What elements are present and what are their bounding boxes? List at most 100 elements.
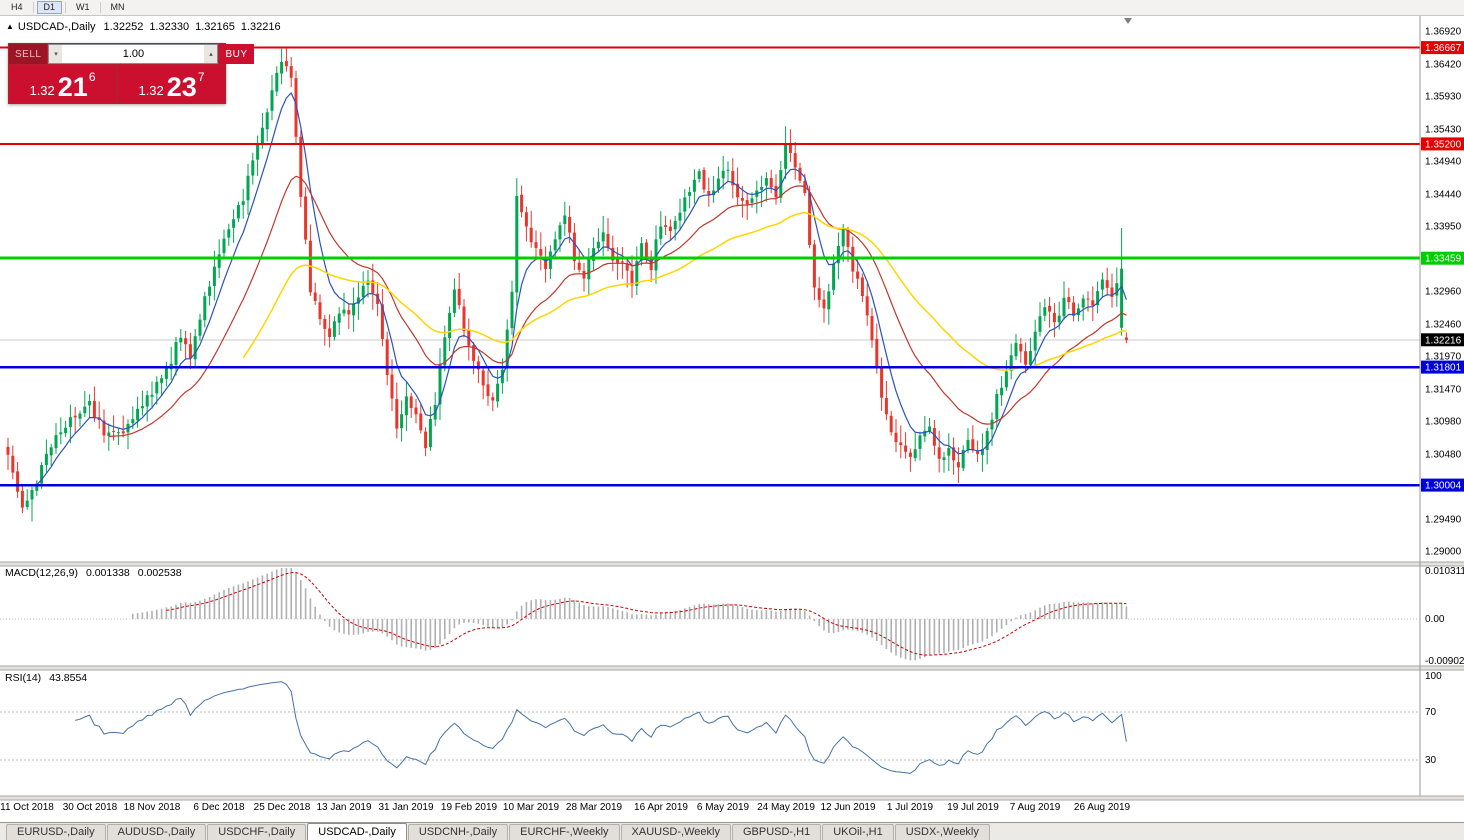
rsi-label: RSI(14) xyxy=(5,672,42,684)
sell-button[interactable]: SELL xyxy=(9,44,48,64)
ma-slow-line[interactable] xyxy=(242,211,1127,371)
svg-text:0.010311: 0.010311 xyxy=(1425,566,1464,577)
price-tag: 1.33459 xyxy=(1421,251,1464,265)
tab-eurchf-weekly[interactable]: EURCHF-,Weekly xyxy=(509,824,620,840)
price-scale-labels[interactable]: 1.36920 1.36420 1.35930 1.35430 1.34940 1.344… xyxy=(1425,27,1464,767)
svg-text:70: 70 xyxy=(1425,707,1437,718)
svg-text:1.34440: 1.34440 xyxy=(1425,189,1462,200)
tab-gbpusd-h1[interactable]: GBPUSD-,H1 xyxy=(731,824,822,840)
svg-text:30: 30 xyxy=(1425,755,1437,766)
svg-text:1.36667: 1.36667 xyxy=(1425,43,1462,54)
macd-main-value: 0.001338 xyxy=(85,567,130,579)
lot-size-input[interactable] xyxy=(62,45,205,63)
svg-text:1.32216: 1.32216 xyxy=(1425,335,1462,346)
svg-text:1.30980: 1.30980 xyxy=(1425,417,1462,428)
ohlc-low: 1.32165 xyxy=(195,21,235,33)
chart-ohlc-header: ▲ USDCAD-,Daily 1.32252 1.32330 1.32165 1.322… xyxy=(6,21,287,33)
tab-label: USDX-,Weekly xyxy=(905,826,979,838)
tab-label: USDCNH-,Daily xyxy=(418,826,498,838)
svg-text:7 Aug 2019: 7 Aug 2019 xyxy=(1010,802,1061,813)
tab-label: EURUSD-,Daily xyxy=(17,826,95,838)
tab-usdcnh-daily[interactable]: USDCNH-,Daily xyxy=(407,824,509,840)
sell-price-sup: 6 xyxy=(88,70,96,84)
svg-text:19 Jul 2019: 19 Jul 2019 xyxy=(947,802,999,813)
svg-text:25 Dec 2018: 25 Dec 2018 xyxy=(254,802,311,813)
top-toolbar: H4 D1 W1 MN xyxy=(0,0,1464,16)
chart-canvas[interactable]: 1.36920 1.36420 1.35930 1.35430 1.34940 1.344… xyxy=(0,16,1464,822)
panel-separator[interactable] xyxy=(0,666,1464,670)
svg-text:1.35930: 1.35930 xyxy=(1425,92,1462,103)
svg-text:1.29490: 1.29490 xyxy=(1425,514,1462,525)
toolbar-separator xyxy=(99,2,101,13)
collapse-trade-panel-icon[interactable]: ▲ xyxy=(6,22,14,31)
svg-text:1.32460: 1.32460 xyxy=(1425,319,1462,330)
buy-price-big: 1.32 xyxy=(138,83,164,98)
svg-text:11 Oct 2018: 11 Oct 2018 xyxy=(0,802,54,813)
rsi-panel-title: RSI(14) 43.8554 xyxy=(5,672,87,684)
svg-text:1.33459: 1.33459 xyxy=(1425,254,1462,265)
svg-text:100: 100 xyxy=(1425,671,1442,682)
rsi-value: 43.8554 xyxy=(49,672,88,684)
svg-text:-0.0090203: -0.0090203 xyxy=(1425,656,1464,667)
macd-panel-title: MACD(12,26,9) 0.001338 0.002538 xyxy=(5,567,182,579)
tab-usdx-weekly[interactable]: USDX-,Weekly xyxy=(894,824,990,840)
buy-price-display[interactable]: 1.32 23 7 xyxy=(118,65,225,103)
timeframe-w1-button[interactable]: W1 xyxy=(69,1,97,14)
svg-text:30 Oct 2018: 30 Oct 2018 xyxy=(63,802,118,813)
tab-ukoil-h1[interactable]: UKOil-,H1 xyxy=(822,824,894,840)
svg-text:16 Apr 2019: 16 Apr 2019 xyxy=(634,802,688,813)
svg-text:6 Dec 2018: 6 Dec 2018 xyxy=(193,802,245,813)
macd-histogram xyxy=(132,568,1128,661)
buy-price-pips: 23 xyxy=(166,72,197,102)
lot-size-field: ▾ ▴ xyxy=(48,44,219,64)
timeframe-h4-button[interactable]: H4 xyxy=(4,1,30,14)
svg-text:1.29000: 1.29000 xyxy=(1425,547,1462,558)
ma-fast-line[interactable] xyxy=(36,92,1127,486)
buy-price-sup: 7 xyxy=(197,70,205,84)
svg-text:19 Feb 2019: 19 Feb 2019 xyxy=(441,802,498,813)
price-tag: 1.31801 xyxy=(1421,360,1464,374)
svg-text:0.00: 0.00 xyxy=(1425,614,1445,625)
macd-signal-line xyxy=(166,572,1127,656)
svg-text:1.36920: 1.36920 xyxy=(1425,27,1462,38)
svg-text:24 May 2019: 24 May 2019 xyxy=(757,802,815,813)
macd-signal-value: 0.002538 xyxy=(137,567,182,579)
tab-eurusd-daily[interactable]: EURUSD-,Daily xyxy=(6,824,106,840)
price-tag: 1.35200 xyxy=(1421,137,1464,151)
date-axis-labels[interactable]: 11 Oct 2018 30 Oct 2018 18 Nov 2018 6 Dec 2… xyxy=(0,802,1130,813)
chart-symbol-title: USDCAD-,Daily xyxy=(17,21,96,33)
svg-text:1.30004: 1.30004 xyxy=(1425,481,1462,492)
tab-audusd-daily[interactable]: AUDUSD-,Daily xyxy=(106,824,207,840)
tab-xauusd-weekly[interactable]: XAUUSD-,Weekly xyxy=(620,824,731,840)
ma-mid-line[interactable] xyxy=(108,175,1127,438)
tab-label: GBPUSD-,H1 xyxy=(742,826,811,838)
panel-separator[interactable] xyxy=(0,796,1464,800)
price-tag: 1.32216 xyxy=(1421,333,1464,347)
svg-text:31 Jan 2019: 31 Jan 2019 xyxy=(378,802,433,813)
svg-text:28 Mar 2019: 28 Mar 2019 xyxy=(566,802,623,813)
svg-text:1.31470: 1.31470 xyxy=(1425,384,1462,395)
lot-increase-button[interactable]: ▴ xyxy=(204,45,218,63)
ohlc-close: 1.32216 xyxy=(240,21,281,33)
tab-label: XAUUSD-,Weekly xyxy=(631,826,720,838)
svg-text:1.30480: 1.30480 xyxy=(1425,449,1462,460)
tab-usdchf-daily[interactable]: USDCHF-,Daily xyxy=(207,824,307,840)
timeframe-d1-button[interactable]: D1 xyxy=(36,1,63,14)
svg-text:1.34940: 1.34940 xyxy=(1425,157,1462,168)
buy-button[interactable]: BUY xyxy=(219,44,254,64)
chart-shift-marker[interactable] xyxy=(1124,18,1132,24)
tab-label: EURCHF-,Weekly xyxy=(520,826,609,838)
toolbar-separator xyxy=(65,2,67,13)
chart-background xyxy=(0,16,1464,822)
sell-price-display[interactable]: 1.32 21 6 xyxy=(9,65,116,103)
timeframe-mn-button[interactable]: MN xyxy=(104,1,132,14)
panel-separator[interactable] xyxy=(0,562,1464,566)
chart-tab-bar: EURUSD-,Daily AUDUSD-,Daily USDCHF-,Dail… xyxy=(0,822,1464,840)
tab-usdcad-daily[interactable]: USDCAD-,Daily xyxy=(307,823,407,840)
lot-decrease-button[interactable]: ▾ xyxy=(49,45,63,63)
svg-text:26 Aug 2019: 26 Aug 2019 xyxy=(1074,802,1131,813)
tab-label: USDCHF-,Daily xyxy=(218,826,296,838)
svg-text:1.31970: 1.31970 xyxy=(1425,352,1462,363)
